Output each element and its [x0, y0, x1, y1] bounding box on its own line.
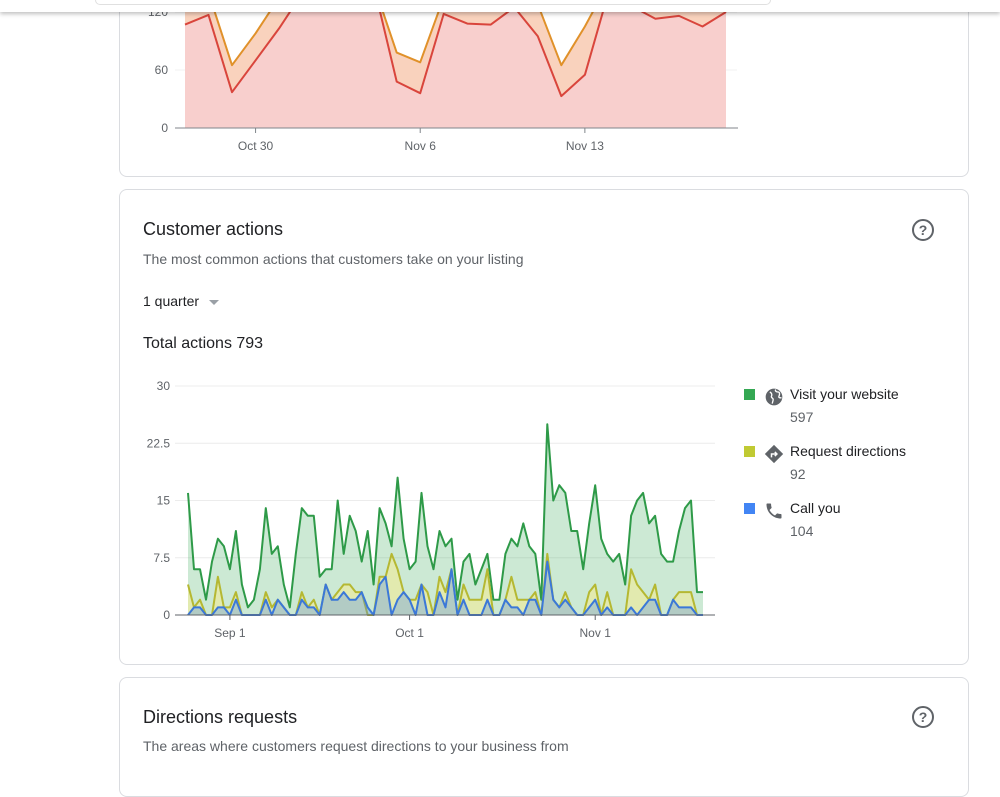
- legend-item-directions[interactable]: Request directions 92: [744, 443, 944, 500]
- x-tick-label: Sep 1: [214, 626, 246, 640]
- legend-value: 92: [790, 466, 806, 482]
- y-tick-label: 7.5: [153, 551, 170, 565]
- top-app-bar: [0, 0, 1000, 12]
- dropdown-arrow-icon: [208, 299, 219, 305]
- y-tick-label: 30: [157, 379, 171, 393]
- phone-icon: [766, 503, 782, 519]
- y-tick-label: 0: [161, 121, 168, 135]
- period-dropdown[interactable]: 1 quarter: [143, 293, 219, 309]
- globe-icon: [765, 388, 783, 406]
- y-tick-label: 15: [157, 494, 171, 508]
- help-icon[interactable]: ?: [912, 706, 934, 728]
- x-tick-label: Oct 30: [238, 139, 274, 153]
- x-tick-label: Nov 13: [566, 139, 604, 153]
- series-red-area: [185, 0, 726, 128]
- chart-legend: Visit your website 597 Request direction…: [744, 386, 944, 557]
- legend-swatch: [744, 446, 755, 457]
- card-title: Directions requests: [143, 707, 298, 727]
- legend-value: 104: [790, 523, 814, 539]
- period-value: 1 quarter: [143, 293, 200, 309]
- card-subtitle: The areas where customers request direct…: [143, 738, 569, 754]
- help-icon[interactable]: ?: [912, 219, 934, 241]
- y-tick-label: 0: [163, 608, 170, 622]
- legend-swatch: [744, 503, 755, 514]
- card-subtitle: The most common actions that customers t…: [143, 251, 524, 267]
- total-actions: Total actions 793: [143, 335, 264, 352]
- legend-name: Call you: [790, 500, 841, 516]
- x-tick-label: Nov 6: [405, 139, 437, 153]
- legend-item-calls[interactable]: Call you 104: [744, 500, 944, 557]
- search-box[interactable]: [95, 0, 771, 5]
- x-tick-label: Oct 1: [395, 626, 424, 640]
- series-website-area: [188, 424, 703, 615]
- series-website-line: [187, 423, 703, 609]
- directions-icon: [764, 444, 784, 464]
- card-title: Customer actions: [143, 219, 284, 239]
- directions-requests-card: Directions requests ? The areas where cu…: [119, 677, 969, 797]
- x-tick-label: Nov 1: [580, 626, 612, 640]
- legend-swatch: [744, 389, 755, 400]
- legend-value: 597: [790, 409, 814, 425]
- legend-name: Visit your website: [790, 386, 899, 402]
- legend-name: Request directions: [790, 443, 906, 459]
- customer-actions-chart: 0 7.5 15 22.5 30 Sep 1 Oct 1 Nov 1: [147, 379, 715, 640]
- y-tick-label: 60: [155, 63, 169, 77]
- y-tick-label: 22.5: [147, 436, 171, 450]
- legend-item-website[interactable]: Visit your website 597: [744, 386, 944, 443]
